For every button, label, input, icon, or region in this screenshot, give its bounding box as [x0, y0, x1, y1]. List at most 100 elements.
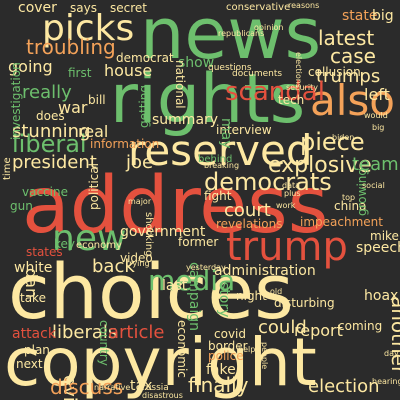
word-white: white: [14, 260, 52, 276]
word-democrat: democrat: [116, 51, 174, 65]
word-data: data: [282, 181, 300, 190]
word-stunning: stunning: [12, 121, 91, 142]
word-fake: fake: [206, 362, 236, 378]
word-secret: secret: [110, 1, 147, 15]
word-address: address: [22, 161, 328, 251]
word-next: next: [16, 357, 43, 371]
word-hearing: hearing: [372, 377, 400, 386]
word-country: country: [97, 320, 111, 366]
word-documents: documents: [232, 69, 282, 79]
word-state: state: [342, 8, 377, 24]
word-also: also: [310, 76, 395, 125]
word-choices: choices: [8, 247, 294, 336]
word-may: may: [218, 118, 234, 149]
word-social: social: [362, 181, 385, 190]
word-hoax: hoax: [364, 288, 398, 304]
word-administration: administration: [214, 263, 316, 279]
word-campaign: campaign: [186, 262, 202, 331]
word-trump: trump: [226, 224, 348, 270]
word-government: government: [120, 224, 206, 240]
word-cover: cover: [18, 0, 57, 16]
word-video: video: [120, 251, 153, 265]
word-piece: piece: [300, 128, 365, 156]
word-border: border: [208, 339, 248, 353]
word-national: national: [173, 60, 187, 109]
word-investigation: investigation: [9, 62, 23, 140]
word-picks: picks: [42, 8, 134, 49]
word-coming: coming: [338, 319, 382, 333]
word-big: big: [372, 8, 394, 24]
word-former: former: [178, 235, 218, 249]
word-time: time: [2, 157, 13, 180]
word-disastrous: disastrous: [142, 391, 183, 400]
word-vaccine: vaccine: [22, 185, 68, 199]
word-reserved: reserved: [128, 126, 313, 175]
word-big: big: [372, 123, 384, 132]
word-information: information: [90, 137, 159, 151]
word-last: last: [162, 278, 188, 294]
word-fight: fight: [204, 189, 232, 203]
word-opinion: opinion: [254, 23, 283, 32]
word-tech: tech: [278, 93, 304, 107]
word-old: old: [270, 287, 282, 296]
word-democrats: democrats: [204, 168, 332, 196]
word-story: story: [216, 282, 232, 317]
word-bill: bill: [88, 93, 106, 107]
word-summary: summary: [152, 112, 218, 128]
word-plus: plus: [284, 189, 301, 198]
word-team: team: [352, 154, 399, 175]
word-latest: latest: [318, 26, 374, 50]
word-attack: attack: [12, 326, 57, 342]
word-speech: speech: [356, 240, 400, 256]
word-new: new: [52, 218, 126, 259]
word-says: says: [70, 1, 97, 15]
word-disturbing: disturbing: [274, 296, 335, 310]
word-evidence: evidence: [59, 375, 80, 400]
word-night: night: [236, 289, 267, 303]
word-growing: growing: [355, 168, 369, 216]
word-election: election: [308, 376, 380, 397]
word-media: media: [148, 264, 235, 297]
word-explosive: explosive: [268, 153, 372, 178]
word-copyright: copyright: [4, 324, 317, 400]
word-trumps: trumps: [316, 66, 380, 87]
word-report: report: [294, 321, 343, 340]
word-back: back: [92, 256, 135, 277]
word-really: really: [22, 82, 72, 103]
word-gun: gun: [10, 199, 33, 213]
word-joe: joe: [125, 152, 153, 173]
word-going: going: [8, 57, 53, 76]
word-case: case: [330, 44, 376, 68]
word-russia: russia: [142, 383, 169, 393]
word-security: security: [286, 83, 318, 92]
word-impeachment: impeachment: [300, 215, 383, 229]
word-troubling: troubling: [26, 35, 116, 59]
word-interview: interview: [216, 123, 272, 137]
word-work: work: [276, 201, 296, 210]
word-political: political: [87, 163, 101, 210]
word-finally: finally: [188, 373, 249, 397]
word-day: day: [384, 349, 399, 358]
word-mike: mike: [370, 229, 399, 243]
word-president: president: [12, 152, 97, 173]
word-police: police: [208, 349, 244, 363]
word-liberals: liberals: [52, 322, 117, 343]
word-could: could: [258, 317, 307, 338]
word-china: china: [334, 199, 367, 213]
word-house: house: [104, 61, 152, 80]
word-shocking: shocking: [143, 212, 154, 256]
word-narrative: narrative: [94, 383, 130, 392]
word-article: article: [108, 322, 164, 343]
word-covid: covid: [214, 327, 246, 341]
word-does: does: [36, 109, 65, 123]
word-news: news: [140, 0, 321, 75]
word-war: war: [58, 98, 88, 117]
word-trying: trying: [126, 259, 150, 268]
word-show: show: [178, 55, 214, 71]
word-economy: economy: [76, 240, 122, 251]
word-breaking: breaking: [204, 161, 239, 170]
word-getting: getting: [137, 85, 151, 128]
word-conservative: conservative: [226, 2, 290, 13]
